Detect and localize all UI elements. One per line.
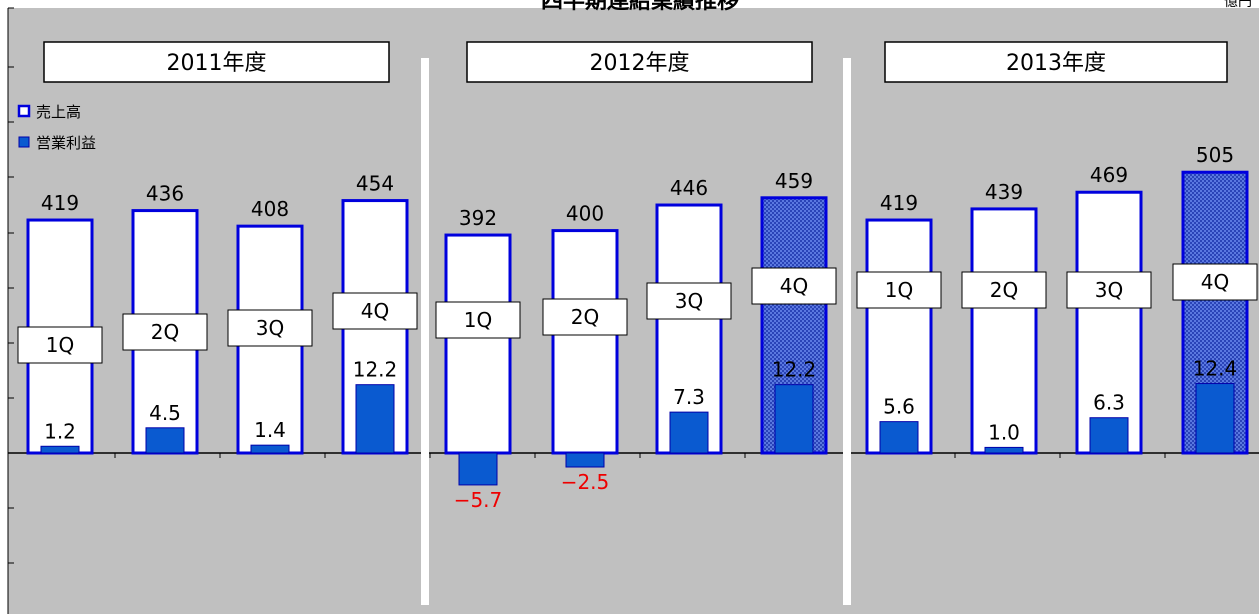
sales-value-label: 400 (566, 202, 604, 226)
quarter-label: 3Q (675, 289, 703, 313)
profit-value-label: 5.6 (883, 395, 915, 419)
sales-value-label: 439 (985, 180, 1023, 204)
chart-title: 四半期連結業績推移 (541, 0, 739, 14)
quarter-label: 2Q (151, 320, 179, 344)
sales-value-label: 505 (1196, 143, 1234, 167)
profit-bar (250, 444, 290, 454)
profit-value-label: 12.2 (772, 358, 817, 382)
year-divider (843, 58, 851, 605)
profit-value-label: 7.3 (673, 385, 705, 409)
sales-value-label: 436 (146, 182, 184, 206)
quarter-label-box (751, 267, 837, 305)
legend-sales-label: 売上高 (36, 103, 81, 121)
profit-bar (1089, 417, 1129, 454)
profit-bar (984, 446, 1024, 454)
plot-area (8, 8, 1259, 614)
sales-bar (865, 218, 933, 455)
profit-bar (774, 384, 814, 454)
quarter-label-box (542, 298, 628, 336)
year-group-label: 2013年度 (1006, 51, 1106, 76)
profit-bar (1195, 383, 1235, 454)
profit-bar (40, 445, 80, 454)
unit-label: 億円 (1224, 0, 1252, 10)
sales-bar (1075, 190, 1143, 455)
sales-value-label: 446 (670, 176, 708, 200)
quarter-label: 1Q (464, 308, 492, 332)
year-group-box (43, 41, 390, 83)
profit-bar (458, 452, 498, 486)
quarter-label-box (17, 326, 103, 364)
legend: 売上高 営業利益 (15, 95, 165, 158)
quarter-label-box (227, 309, 313, 347)
legend-profit-swatch (18, 136, 30, 148)
year-group-box (466, 41, 813, 83)
sales-bar (551, 229, 619, 455)
quarter-label: 2Q (571, 305, 599, 329)
profit-value-label: 1.2 (44, 419, 76, 443)
sales-value-label: 469 (1090, 163, 1128, 187)
profit-value-label: 1.4 (254, 418, 286, 442)
sales-value-label: 392 (459, 206, 497, 230)
quarter-label-box (961, 271, 1047, 309)
year-group-label: 2011年度 (167, 51, 267, 76)
quarter-label: 3Q (256, 316, 284, 340)
profit-value-label: 6.3 (1093, 391, 1125, 415)
profit-bar (879, 421, 919, 454)
year-group-box (884, 41, 1228, 83)
quarter-label: 1Q (885, 278, 913, 302)
year-groups: 2011年度 2012年度 2013年度 (43, 41, 1228, 605)
profit-bar (145, 427, 185, 454)
quarter-label: 4Q (780, 274, 808, 298)
quarter-label-box (646, 282, 732, 320)
profit-value-label: −5.7 (454, 488, 503, 512)
sales-value-label: 454 (356, 172, 394, 196)
year-group-label: 2012年度 (590, 51, 690, 76)
quarter-label: 1Q (46, 333, 74, 357)
sales-value-label: 408 (251, 197, 289, 221)
sales-value-label: 459 (775, 169, 813, 193)
sales-value-label: 419 (41, 191, 79, 215)
profit-value-label: 1.0 (988, 420, 1020, 444)
profit-value-label: 12.2 (353, 358, 398, 382)
quarter-label-box (122, 313, 208, 351)
profit-bar (669, 411, 709, 454)
legend-sales-swatch (17, 104, 31, 118)
quarter-label-box (856, 271, 942, 309)
quarter-label-box (435, 301, 521, 339)
bars-layer: 419 1.2 1Q 436 4.5 2Q 408 1.4 3Q 454 12.2 4Q 392 −5.7… (17, 143, 1258, 512)
quarter-label: 4Q (1201, 270, 1229, 294)
quarter-label-box (332, 292, 418, 330)
quarter-label-box (1066, 271, 1152, 309)
profit-bar (355, 384, 395, 454)
year-divider (421, 58, 429, 605)
quarter-label: 2Q (990, 278, 1018, 302)
profit-value-label: 4.5 (149, 401, 181, 425)
sales-value-label: 419 (880, 191, 918, 215)
profit-value-label: 12.4 (1193, 357, 1238, 381)
sales-bar (970, 207, 1038, 455)
profit-bar (565, 452, 605, 468)
quarter-label: 3Q (1095, 278, 1123, 302)
quarter-label-box (1172, 263, 1258, 301)
profit-value-label: −2.5 (561, 470, 610, 494)
sales-bar (444, 233, 512, 455)
quarter-label: 4Q (361, 299, 389, 323)
legend-profit-label: 営業利益 (36, 134, 96, 152)
